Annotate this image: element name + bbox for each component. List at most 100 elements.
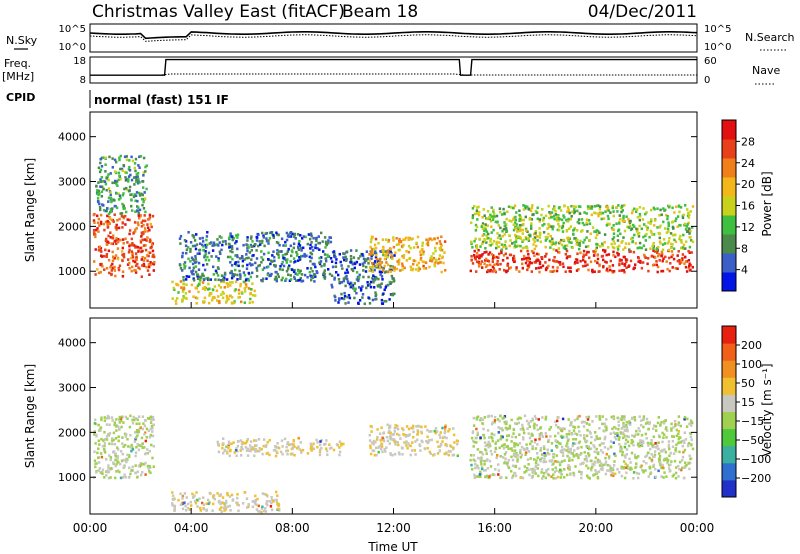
heatmap-cell [143, 424, 147, 428]
heatmap-cell [629, 423, 632, 426]
heatmap-cell [639, 261, 642, 264]
heatmap-cell [131, 242, 134, 245]
heatmap-cell [595, 415, 598, 418]
heatmap-cell [254, 494, 257, 498]
heatmap-cell [274, 264, 277, 267]
heatmap-cell [638, 246, 641, 249]
heatmap-cell [594, 431, 597, 434]
heatmap-cell [434, 261, 437, 264]
heatmap-cell [135, 191, 139, 194]
heatmap-cell [624, 438, 628, 442]
heatmap-cell [383, 448, 386, 451]
heatmap-cell [495, 440, 498, 444]
colorbar-segment [722, 377, 736, 395]
heatmap-cell [688, 213, 691, 217]
heatmap-cell [504, 457, 507, 460]
heatmap-cell [533, 469, 537, 472]
heatmap-cell [578, 247, 581, 251]
heatmap-cell [523, 448, 526, 451]
heatmap-cell [406, 434, 409, 437]
heatmap-cell [118, 428, 121, 431]
heatmap-cell [481, 227, 485, 230]
heatmap-cell [121, 442, 124, 445]
heatmap-cell [499, 414, 502, 418]
heatmap-cell [132, 195, 136, 199]
heatmap-cell [104, 220, 108, 224]
heatmap-cell [109, 467, 113, 470]
heatmap-cell [401, 447, 404, 450]
heatmap-cell [595, 470, 598, 474]
heatmap-cell [206, 231, 209, 234]
heatmap-cell [632, 223, 635, 227]
heatmap-cell [631, 434, 634, 437]
heatmap-cell [562, 265, 565, 269]
heatmap-cell [435, 242, 439, 245]
heatmap-cell [480, 260, 484, 263]
heatmap-cell [151, 249, 155, 253]
heatmap-cell [286, 441, 290, 444]
heatmap-cell [645, 454, 649, 457]
heatmap-cell [103, 180, 107, 183]
heatmap-cell [398, 237, 401, 241]
heatmap-cell [125, 178, 128, 182]
heatmap-cell [222, 506, 226, 510]
heatmap-cell [661, 440, 664, 444]
heatmap-cell [419, 253, 422, 257]
heatmap-cell [424, 267, 428, 270]
heatmap-cell [549, 246, 552, 249]
heatmap-cell [656, 444, 659, 448]
heatmap-cell [227, 237, 231, 240]
heatmap-cell [483, 226, 486, 229]
heatmap-cell [136, 442, 139, 446]
heatmap-cell [208, 491, 211, 495]
heatmap-cell [447, 429, 450, 433]
heatmap-cell [573, 426, 577, 429]
heatmap-cell [309, 251, 312, 255]
heatmap-cell [678, 223, 681, 227]
heatmap-cell [635, 227, 638, 231]
heatmap-cell [605, 426, 608, 430]
heatmap-cell [119, 154, 122, 158]
heatmap-cell [677, 432, 680, 436]
heatmap-cell [284, 258, 288, 262]
heatmap-cell [374, 441, 377, 444]
heatmap-cell [502, 207, 505, 211]
heatmap-cell [263, 266, 266, 270]
heatmap-cell [622, 248, 625, 251]
heatmap-cell [198, 252, 201, 255]
heatmap-cell [202, 274, 205, 278]
heatmap-cell [499, 226, 502, 230]
heatmap-cell [379, 257, 382, 261]
heatmap-cell [661, 243, 665, 246]
heatmap-cell [527, 239, 531, 242]
heatmap-cell [542, 460, 545, 464]
heatmap-cell [685, 225, 688, 228]
heatmap-cell [520, 218, 524, 222]
heatmap-cell [275, 279, 278, 283]
heatmap-cell [173, 288, 176, 291]
heatmap-cell [251, 505, 255, 509]
heatmap-cell [614, 454, 617, 457]
heatmap-cell [496, 418, 500, 421]
heatmap-cell [236, 503, 239, 506]
heatmap-cell [675, 466, 678, 469]
heatmap-cell [545, 435, 548, 438]
heatmap-cell [671, 220, 675, 224]
heatmap-cell [323, 269, 326, 272]
heatmap-cell [499, 455, 502, 458]
heatmap-cell [527, 421, 531, 425]
heatmap-cell [230, 270, 233, 274]
heatmap-cell [261, 492, 265, 495]
heatmap-cell [512, 454, 516, 457]
heatmap-cell [684, 265, 688, 269]
heatmap-cell [401, 255, 404, 258]
heatmap-cell [547, 223, 550, 226]
heatmap-cell [688, 251, 691, 254]
freq-trace [90, 58, 697, 76]
heatmap-cell [115, 180, 119, 183]
heatmap-cell [140, 444, 143, 448]
heatmap-cell [124, 223, 127, 226]
heatmap-cell [100, 262, 103, 266]
heatmap-cell [603, 233, 607, 236]
heatmap-cell [623, 229, 627, 233]
